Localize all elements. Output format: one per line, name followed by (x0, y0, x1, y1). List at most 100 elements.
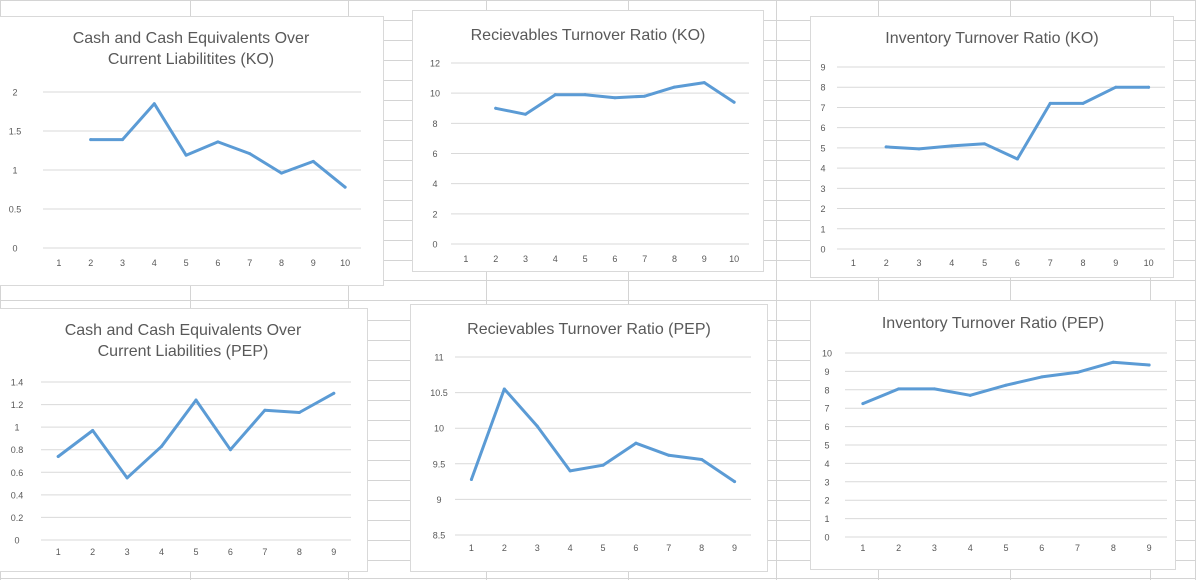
y-tick-label: 2 (820, 204, 825, 214)
data-point (583, 93, 587, 97)
x-tick-label: 1 (463, 254, 468, 264)
y-tick-label: 3 (824, 477, 829, 487)
data-point (1015, 157, 1019, 161)
data-point (297, 410, 301, 414)
x-tick-label: 10 (340, 258, 350, 268)
data-point (897, 387, 901, 391)
x-tick-label: 3 (916, 258, 921, 268)
x-tick-label: 7 (1075, 543, 1080, 553)
plot-area: 0 1 2 3 4 5 6 7 8 9 10 1 2 3 4 5 6 7 8 9 (822, 349, 1167, 553)
y-tick-label: 2 (824, 496, 829, 506)
x-tick-label: 1 (851, 258, 856, 268)
x-tick-label: 4 (949, 258, 954, 268)
data-point (1147, 363, 1151, 367)
series-line (861, 360, 1151, 406)
x-tick-label: 3 (120, 258, 125, 268)
plot-area: 0 0.5 1 1.5 2 1 2 3 4 5 6 7 8 9 10 (9, 88, 361, 268)
x-tick-label: 2 (90, 547, 95, 557)
data-point (700, 458, 704, 462)
x-tick-label: 1 (56, 258, 61, 268)
y-tick-label: 1.5 (9, 127, 22, 137)
x-tick-label: 2 (884, 258, 889, 268)
chart-pep-receivables-turnover[interactable]: Recievables Turnover Ratio (PEP) 8.5 9 9.5… (410, 304, 768, 572)
data-point (121, 138, 124, 142)
data-point (1111, 360, 1115, 364)
x-tick-label: 6 (228, 547, 233, 557)
x-tick-label: 1 (56, 547, 61, 557)
x-tick-label: 5 (583, 254, 588, 264)
x-tick-label: 2 (502, 543, 507, 553)
data-point (950, 144, 954, 148)
data-point (343, 185, 347, 189)
data-point (184, 153, 188, 157)
data-point (280, 171, 283, 175)
y-tick-label: 4 (432, 179, 437, 189)
y-tick-label: 0 (12, 244, 17, 254)
chart-ko-receivables-turnover[interactable]: Recievables Turnover Ratio (KO) 0 2 4 6 8 10 1… (412, 10, 764, 272)
x-tick-label: 5 (600, 543, 605, 553)
x-tick-label: 8 (672, 254, 677, 264)
y-tick-label: 0.6 (11, 468, 24, 478)
y-tick-label: 2 (12, 88, 17, 98)
plot-area: 0 1 2 3 4 5 6 7 8 9 1 2 3 4 5 6 7 8 9 10 (820, 63, 1165, 268)
x-tick-label: 8 (1080, 258, 1085, 268)
x-tick-label: 7 (666, 543, 671, 553)
y-tick-label: 10 (430, 89, 440, 99)
x-tick-label: 6 (633, 543, 638, 553)
x-tick-label: 9 (702, 254, 707, 264)
x-tick-label: 5 (193, 547, 198, 557)
data-point (263, 408, 267, 412)
chart-ko-cash-ratio[interactable]: Cash and Cash Equivalents Over Current L… (0, 16, 384, 286)
y-tick-label: 7 (824, 404, 829, 414)
y-tick-label: 4 (824, 459, 829, 469)
data-point (494, 106, 498, 110)
chart-ko-inventory-turnover[interactable]: Inventory Turnover Ratio (KO) 0 1 2 3 4 5 6 7 8 9… (810, 16, 1174, 278)
y-tick-label: 6 (824, 422, 829, 432)
x-tick-label: 3 (932, 543, 937, 553)
y-tick-label: 0 (14, 536, 19, 546)
y-tick-label: 0 (824, 533, 829, 543)
data-point (311, 159, 315, 163)
y-tick-label: 0.5 (9, 205, 22, 215)
data-point (216, 140, 220, 144)
y-tick-label: 2 (432, 209, 437, 219)
data-point (917, 147, 921, 151)
x-tick-label: 5 (184, 258, 189, 268)
data-point (194, 398, 198, 402)
x-tick-label: 4 (159, 547, 164, 557)
x-tick-label: 7 (1048, 258, 1053, 268)
data-point (1147, 85, 1151, 89)
data-point (56, 454, 60, 458)
chart-pep-inventory-turnover[interactable]: Inventory Turnover Ratio (PEP) 0 1 2 3 4 5 6 7 8… (810, 300, 1176, 570)
data-point (1048, 101, 1052, 105)
y-tick-label: 12 (430, 59, 440, 69)
data-point (634, 441, 638, 445)
y-tick-label: 8 (820, 83, 825, 93)
y-tick-label: 3 (820, 184, 825, 194)
data-point (332, 391, 336, 395)
data-point (125, 476, 129, 480)
x-tick-label: 9 (331, 547, 336, 557)
data-point (553, 93, 557, 97)
y-tick-label: 8 (432, 119, 437, 129)
y-tick-label: 1.2 (11, 400, 24, 410)
y-tick-label: 1 (14, 423, 19, 433)
data-point (643, 94, 647, 98)
x-tick-label: 6 (215, 258, 220, 268)
x-tick-label: 1 (860, 543, 865, 553)
chart-title: Recievables Turnover Ratio (PEP) (467, 321, 711, 338)
x-tick-label: 6 (1015, 258, 1020, 268)
y-tick-label: 0 (432, 240, 437, 250)
data-point (248, 152, 252, 156)
y-tick-label: 0.2 (11, 513, 24, 523)
y-tick-label: 10 (822, 349, 832, 359)
chart-pep-cash-ratio[interactable]: Cash and Cash Equivalents Over Current L… (0, 308, 368, 572)
x-tick-label: 2 (493, 254, 498, 264)
y-tick-label: 11 (434, 353, 443, 363)
data-point (673, 85, 676, 89)
series-line (56, 391, 336, 480)
y-tick-label: 9 (820, 63, 825, 73)
data-point (152, 102, 156, 106)
y-tick-label: 10 (434, 424, 444, 434)
